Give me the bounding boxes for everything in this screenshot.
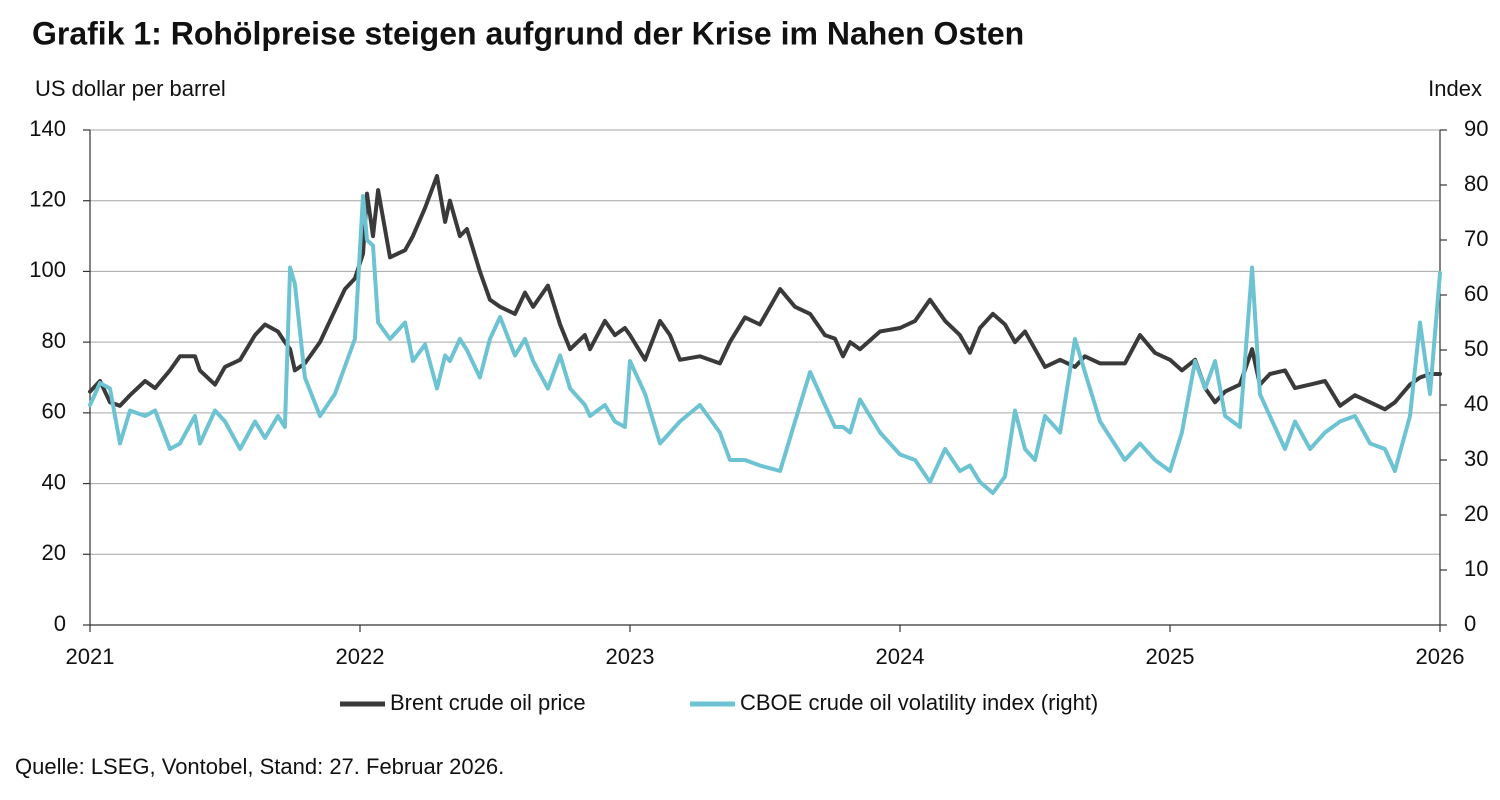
series-line — [88, 174, 1442, 412]
y-tick-label: 0 — [54, 611, 66, 636]
y2-tick-label: 90 — [1464, 116, 1488, 141]
y2-tick-label: 80 — [1464, 171, 1488, 196]
x-tick-label: 2023 — [606, 644, 655, 669]
y2-tick-label: 50 — [1464, 336, 1488, 361]
x-tick-label: 2022 — [336, 644, 385, 669]
chart-title: Grafik 1: Rohölpreise steigen aufgrund d… — [32, 15, 1024, 51]
legend-label: CBOE crude oil volatility index (right) — [740, 690, 1098, 715]
y2-tick-label: 10 — [1464, 556, 1488, 581]
source-note: Quelle: LSEG, Vontobel, Stand: 27. Febru… — [15, 754, 504, 779]
y-axis-label: US dollar per barrel — [35, 76, 226, 101]
y2-axis-label: Index — [1428, 76, 1482, 101]
y-tick-label: 20 — [42, 540, 66, 565]
y-tick-label: 60 — [42, 399, 66, 424]
y2-tick-label: 0 — [1464, 611, 1476, 636]
y2-tick-label: 60 — [1464, 281, 1488, 306]
y-tick-label: 40 — [42, 469, 66, 494]
y-tick-label: 120 — [29, 187, 66, 212]
series-line — [88, 194, 1442, 495]
y-tick-label: 140 — [29, 116, 66, 141]
y2-tick-label: 30 — [1464, 446, 1488, 471]
y-tick-label: 100 — [29, 257, 66, 282]
x-tick-label: 2025 — [1146, 644, 1195, 669]
y2-tick-label: 20 — [1464, 501, 1488, 526]
y2-tick-label: 70 — [1464, 226, 1488, 251]
x-tick-label: 2024 — [876, 644, 925, 669]
y2-tick-label: 40 — [1464, 391, 1488, 416]
x-tick-label: 2021 — [66, 644, 115, 669]
x-tick-label: 2026 — [1416, 644, 1465, 669]
legend-label: Brent crude oil price — [390, 690, 586, 715]
y-tick-label: 80 — [42, 328, 66, 353]
